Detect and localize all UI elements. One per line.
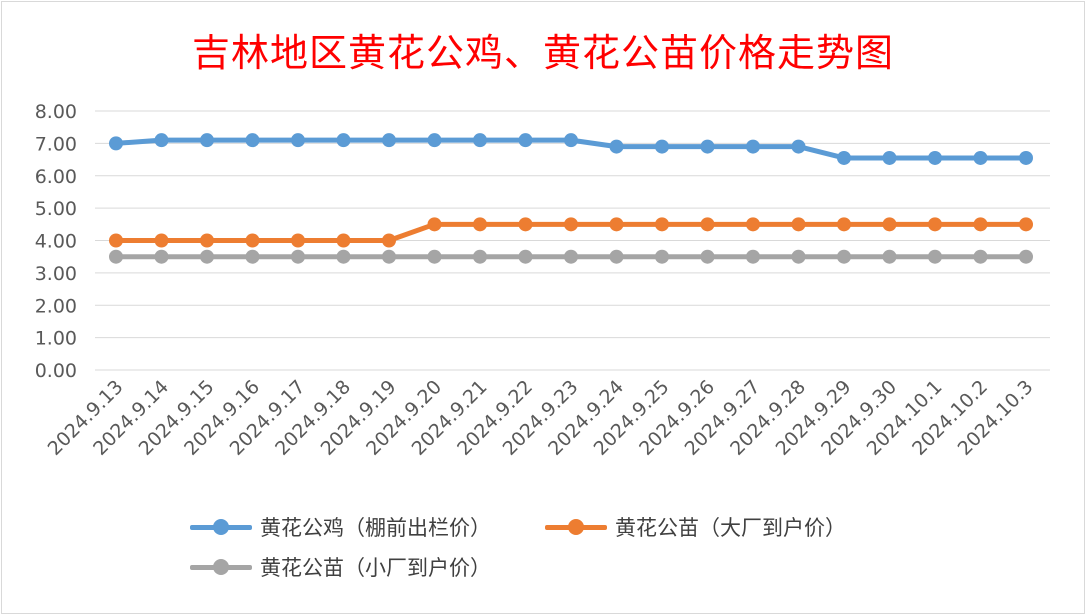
data-point-series-3 — [382, 249, 396, 264]
data-point-series-2 — [746, 217, 760, 232]
y-tick-label: 5.00 — [35, 198, 77, 220]
data-point-series-2 — [336, 233, 351, 248]
y-tick-label: 6.00 — [35, 166, 77, 188]
data-point-series-2 — [518, 217, 533, 232]
data-point-series-3 — [245, 249, 260, 264]
legend-label-series-1: 黄花公鸡（棚前出栏价） — [260, 516, 491, 540]
legend-item-series-1: 黄花公鸡（棚前出栏价） — [190, 510, 491, 544]
data-point-series-1 — [1019, 150, 1033, 165]
data-point-series-3 — [609, 249, 624, 264]
data-point-series-3 — [655, 249, 669, 264]
data-point-series-2 — [700, 217, 715, 232]
data-point-series-3 — [518, 249, 533, 264]
data-point-series-3 — [837, 249, 851, 264]
data-point-series-2 — [245, 233, 260, 248]
data-point-series-1 — [473, 133, 487, 148]
data-point-series-2 — [200, 233, 214, 248]
y-tick-label: 3.00 — [35, 263, 77, 285]
data-point-series-3 — [200, 249, 214, 264]
data-point-series-2 — [109, 233, 123, 248]
legend-label-series-2: 黄花公苗（大厂到户价） — [615, 516, 846, 540]
data-point-series-3 — [109, 249, 123, 264]
data-point-series-1 — [928, 150, 942, 165]
data-point-series-3 — [791, 249, 806, 264]
legend-label-series-3: 黄花公苗（小厂到户价） — [260, 556, 491, 580]
data-point-series-3 — [928, 249, 942, 264]
chart-title: 吉林地区黄花公鸡、黄花公苗价格走势图 — [191, 31, 894, 75]
data-point-series-1 — [109, 136, 123, 151]
data-point-series-3 — [427, 249, 442, 264]
data-point-series-3 — [1019, 249, 1033, 264]
data-point-series-2 — [973, 217, 988, 232]
data-point-series-1 — [382, 133, 396, 148]
data-point-series-3 — [882, 249, 897, 264]
data-point-series-1 — [518, 133, 533, 148]
data-point-series-2 — [837, 217, 851, 232]
legend-marker-series-3 — [190, 557, 252, 577]
data-point-series-3 — [973, 249, 988, 264]
y-tick-label: 0.00 — [35, 360, 77, 382]
legend-item-series-3: 黄花公苗（小厂到户价） — [190, 550, 491, 584]
data-point-series-3 — [154, 249, 169, 264]
data-point-series-1 — [427, 133, 442, 148]
legend-marker-series-1 — [190, 517, 252, 537]
data-point-series-2 — [882, 217, 897, 232]
y-tick-label: 8.00 — [35, 101, 77, 123]
legend-marker-series-2 — [545, 517, 607, 537]
data-point-series-2 — [564, 217, 578, 232]
data-point-series-1 — [609, 139, 624, 154]
data-point-series-3 — [746, 249, 760, 264]
y-tick-label: 2.00 — [35, 295, 77, 317]
data-point-series-1 — [336, 133, 351, 148]
data-point-series-3 — [336, 249, 351, 264]
data-point-series-1 — [291, 133, 305, 148]
data-point-series-1 — [746, 139, 760, 154]
data-point-series-1 — [973, 150, 988, 165]
data-point-series-1 — [655, 139, 669, 154]
data-point-series-1 — [700, 139, 715, 154]
data-point-series-2 — [473, 217, 487, 232]
y-tick-label: 4.00 — [35, 231, 77, 253]
data-point-series-3 — [564, 249, 578, 264]
data-point-series-1 — [154, 133, 169, 148]
data-point-series-2 — [427, 217, 442, 232]
data-point-series-2 — [154, 233, 169, 248]
data-point-series-2 — [928, 217, 942, 232]
data-point-series-3 — [473, 249, 487, 264]
data-point-series-1 — [882, 150, 897, 165]
data-point-series-1 — [564, 133, 578, 148]
data-point-series-1 — [837, 150, 851, 165]
data-point-series-2 — [1019, 217, 1033, 232]
legend-item-series-2: 黄花公苗（大厂到户价） — [545, 510, 846, 544]
data-point-series-2 — [609, 217, 624, 232]
data-point-series-2 — [291, 233, 305, 248]
data-point-series-2 — [655, 217, 669, 232]
data-point-series-1 — [245, 133, 260, 148]
data-point-series-2 — [791, 217, 806, 232]
y-tick-label: 7.00 — [35, 133, 77, 155]
data-point-series-2 — [382, 233, 396, 248]
y-tick-label: 1.00 — [35, 328, 77, 350]
data-point-series-3 — [700, 249, 715, 264]
data-point-series-1 — [200, 133, 214, 148]
data-point-series-3 — [291, 249, 305, 264]
data-point-series-1 — [791, 139, 806, 154]
